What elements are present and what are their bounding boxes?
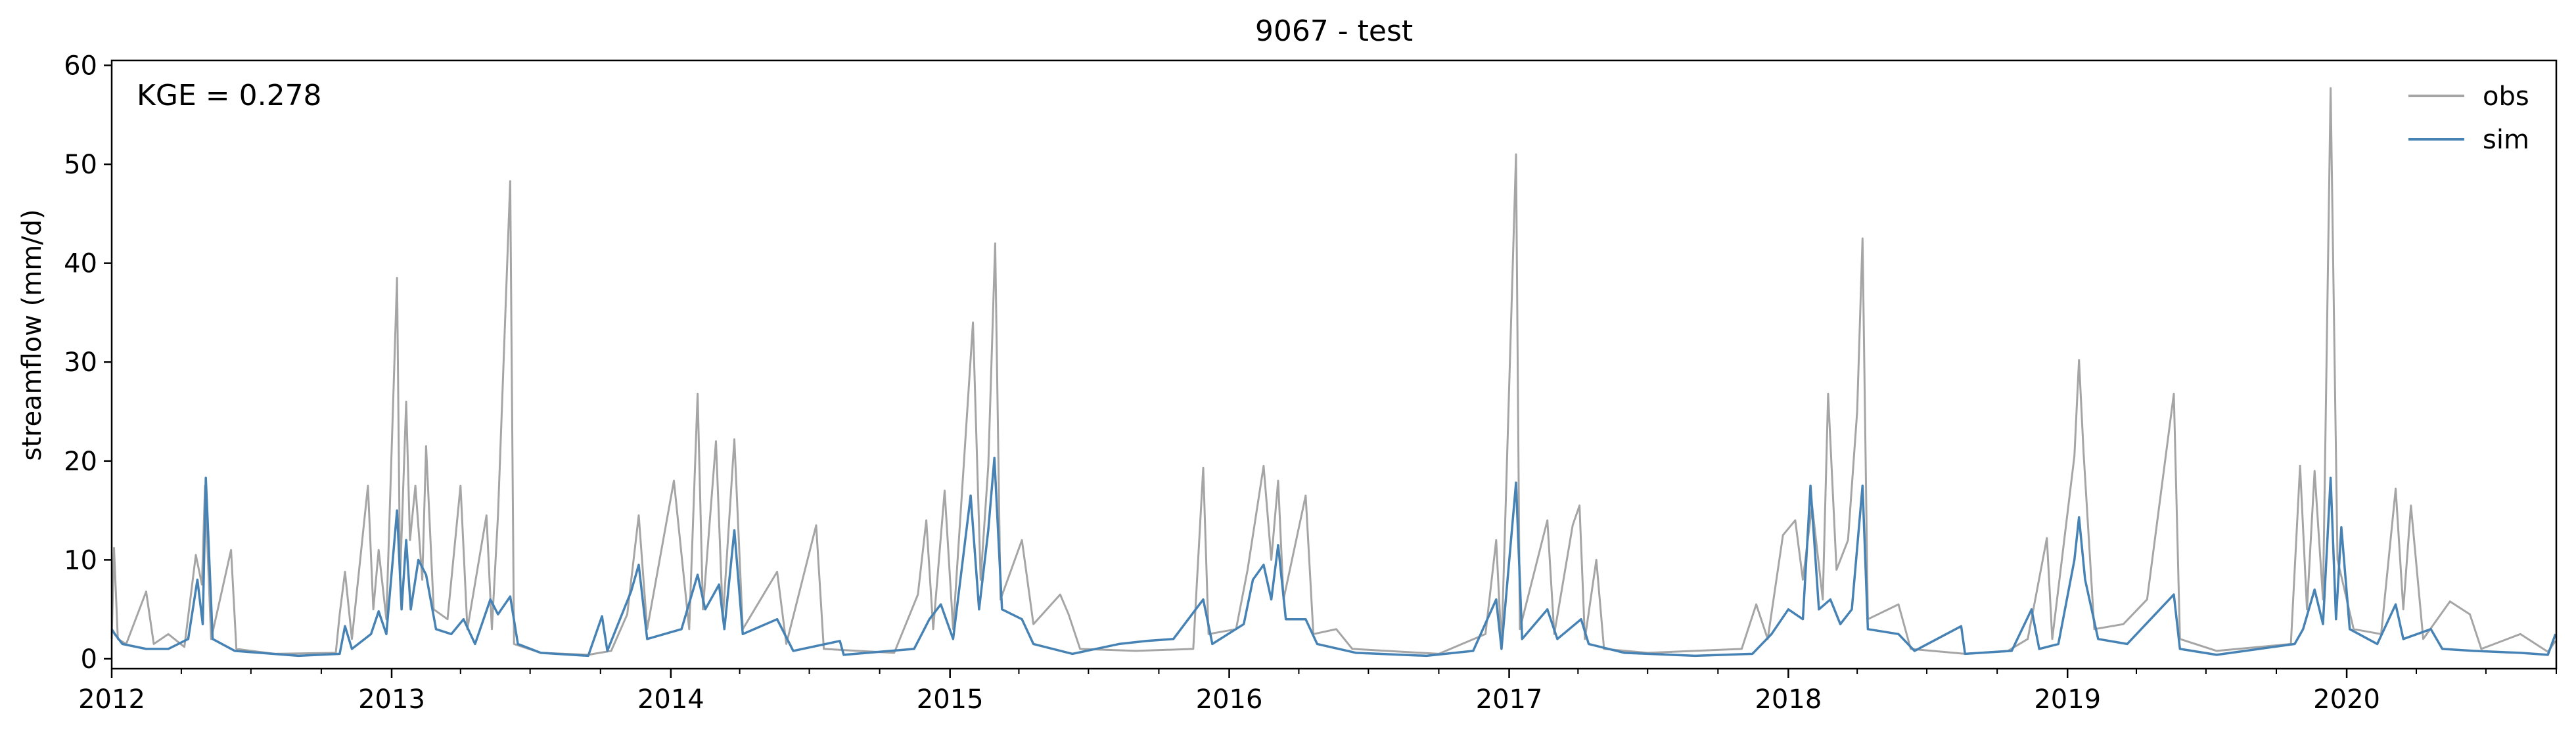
x-tick-label: 2013 — [358, 684, 425, 715]
series-line-sim — [110, 457, 2557, 658]
legend-obs-label: obs — [2483, 81, 2529, 112]
y-tick-label: 40 — [64, 249, 97, 279]
x-axis-ticks: 2012 2013 2014 2015 2016 2017 2018 2019 2020 — [78, 669, 2557, 715]
y-tick-label: 10 — [64, 545, 97, 575]
x-tick-label: 2020 — [2313, 684, 2380, 715]
legend: obs sim — [2408, 81, 2529, 155]
legend-sim-label: sim — [2483, 125, 2529, 155]
x-tick-label: 2016 — [1196, 684, 1263, 715]
kge-annotation: KGE = 0.278 — [137, 79, 322, 112]
y-tick-label: 0 — [81, 644, 97, 675]
x-tick-label: 2014 — [637, 684, 704, 715]
x-tick-label: 2017 — [1476, 684, 1543, 715]
y-tick-label: 60 — [64, 51, 97, 81]
y-tick-label: 30 — [64, 347, 97, 378]
x-tick-label: 2019 — [2034, 684, 2101, 715]
plot-series — [110, 87, 2557, 658]
series-line-obs — [110, 87, 2557, 656]
y-tick-label: 50 — [64, 150, 97, 180]
x-tick-label: 2012 — [78, 684, 145, 715]
y-tick-label: 20 — [64, 447, 97, 477]
y-axis-ticks: 0 10 20 30 40 50 60 — [64, 51, 112, 675]
plot-frame — [110, 59, 2558, 670]
x-tick-label: 2018 — [1755, 684, 1822, 715]
x-tick-label: 2015 — [917, 684, 984, 715]
y-axis-label: streamflow (mm/d) — [17, 209, 47, 460]
chart-title: 9067 - test — [1255, 14, 1413, 48]
